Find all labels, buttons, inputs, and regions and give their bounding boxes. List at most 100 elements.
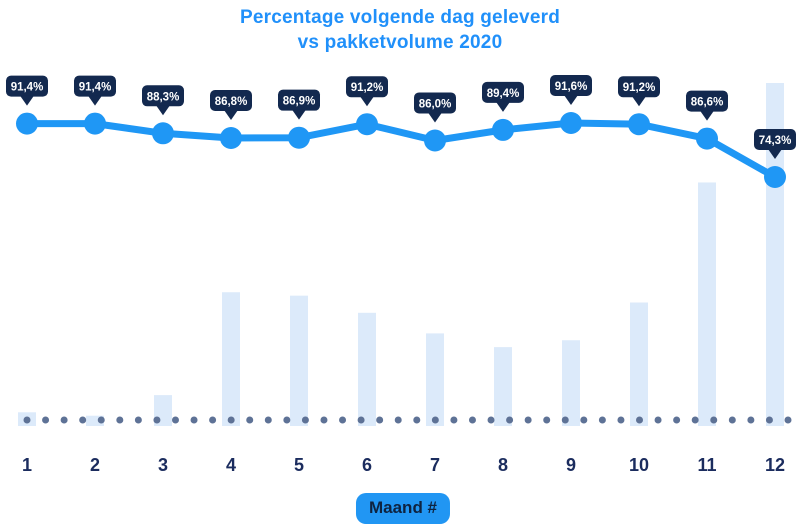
tooltip-pointer — [632, 96, 646, 107]
tooltip-bubble — [754, 128, 796, 150]
baseline-dot — [190, 416, 198, 424]
chart-title: Percentage volgende dag geleverd vs pakk… — [0, 5, 800, 55]
data-point-marker[interactable] — [696, 127, 718, 150]
data-label-tooltip: 91,6% — [550, 75, 592, 105]
tooltip-pointer — [428, 112, 442, 123]
data-point-marker[interactable] — [628, 113, 650, 136]
tooltip-pointer — [496, 101, 510, 112]
baseline-dot — [246, 416, 254, 424]
volume-bar[interactable] — [222, 292, 240, 426]
tooltip-bubble — [278, 89, 320, 111]
tooltip-pointer — [292, 109, 306, 120]
baseline-dot — [506, 416, 514, 424]
tooltip-value-label: 74,3% — [759, 135, 792, 147]
volume-bar[interactable] — [358, 312, 376, 426]
baseline-dot — [227, 416, 235, 424]
volume-bars — [18, 83, 784, 426]
baseline-dot — [524, 416, 532, 424]
baseline-dot — [413, 416, 421, 424]
x-axis-label: 2 — [90, 455, 100, 475]
data-label-tooltips: 91,4% 91,4% 88,3% 86,8% 86,9% 91,2% 86,0% 89,4%… — [6, 75, 796, 159]
x-axis-label: 7 — [430, 455, 440, 475]
tooltip-bubble — [686, 90, 728, 112]
tooltip-bubble — [142, 85, 184, 107]
x-axis-label: 5 — [294, 455, 304, 475]
baseline-dot — [171, 416, 179, 424]
baseline-dot — [487, 416, 495, 424]
baseline-dot — [357, 416, 365, 424]
tooltip-bubble — [210, 89, 252, 111]
baseline-dot — [765, 416, 773, 424]
data-point-marker[interactable] — [356, 113, 378, 136]
baseline-dot — [134, 416, 142, 424]
tooltip-value-label: 86,6% — [691, 97, 724, 109]
data-point-marker[interactable] — [84, 112, 106, 135]
baseline-dot — [116, 416, 124, 424]
tooltip-value-label: 91,6% — [555, 81, 588, 93]
data-point-marker[interactable] — [424, 129, 446, 152]
tooltip-bubble — [618, 76, 660, 98]
data-label-tooltip: 86,9% — [278, 89, 320, 120]
baseline-dot — [79, 416, 87, 424]
data-label-tooltip: 86,6% — [686, 90, 728, 121]
tooltip-bubble — [482, 81, 524, 103]
tooltip-pointer — [20, 95, 34, 106]
data-point-marker[interactable] — [16, 112, 38, 135]
x-axis-label-badge: Maand # — [355, 493, 451, 524]
tooltip-value-label: 86,9% — [283, 96, 316, 108]
tooltip-bubble — [414, 92, 456, 114]
data-label-tooltip: 91,2% — [346, 76, 388, 107]
baseline-dot — [636, 416, 644, 424]
baseline-dot — [301, 416, 309, 424]
x-axis-label: 11 — [697, 455, 716, 475]
tooltip-value-label: 91,4% — [11, 82, 44, 94]
volume-bar[interactable] — [86, 415, 104, 426]
baseline-dot — [209, 416, 217, 424]
data-label-tooltip: 88,3% — [142, 85, 184, 116]
volume-bar[interactable] — [290, 295, 308, 426]
baseline-dot — [97, 416, 105, 424]
x-axis-label: 1 — [22, 455, 32, 475]
baseline-dot — [394, 416, 402, 424]
tooltip-value-label: 88,3% — [147, 91, 180, 103]
x-axis-label: 9 — [566, 455, 576, 475]
tooltip-pointer — [564, 95, 578, 105]
data-label-tooltip: 89,4% — [482, 81, 524, 112]
tooltip-value-label: 91,4% — [79, 82, 112, 94]
volume-bar[interactable] — [426, 333, 444, 426]
tooltip-bubble — [74, 75, 116, 97]
data-point-marker[interactable] — [288, 126, 310, 149]
baseline-dot — [60, 416, 68, 424]
tooltip-pointer — [156, 105, 170, 116]
baseline-dot — [264, 416, 272, 424]
data-point-marker[interactable] — [492, 118, 514, 141]
volume-bar[interactable] — [698, 182, 716, 426]
chart-title-line2: vs pakketvolume 2020 — [297, 32, 503, 53]
data-label-tooltip: 74,3% — [754, 128, 796, 159]
baseline-dot — [710, 416, 718, 424]
baseline-dot — [654, 416, 662, 424]
tooltip-bubble — [6, 75, 48, 97]
baseline-dot — [784, 416, 792, 424]
tooltip-pointer — [360, 96, 374, 107]
data-point-marker[interactable] — [764, 166, 786, 188]
volume-bar[interactable] — [494, 347, 512, 426]
baseline-dot — [153, 416, 161, 424]
x-axis-label: 12 — [765, 455, 785, 475]
data-point-marker[interactable] — [220, 127, 242, 149]
tooltip-value-label: 91,2% — [623, 82, 656, 94]
baseline-dot — [431, 416, 439, 424]
data-point-marker[interactable] — [152, 122, 174, 145]
data-point-markers — [16, 112, 786, 188]
data-label-tooltip: 91,4% — [6, 75, 48, 106]
tooltip-pointer — [700, 110, 714, 121]
data-point-marker[interactable] — [560, 112, 582, 134]
baseline-dot — [283, 416, 291, 424]
volume-bar[interactable] — [562, 340, 580, 426]
baseline-dot — [42, 416, 50, 424]
volume-bar[interactable] — [630, 302, 648, 426]
tooltip-value-label: 91,2% — [351, 82, 384, 94]
tooltip-bubble — [550, 75, 592, 96]
baseline-dot — [23, 416, 31, 424]
baseline-dot — [468, 416, 476, 424]
